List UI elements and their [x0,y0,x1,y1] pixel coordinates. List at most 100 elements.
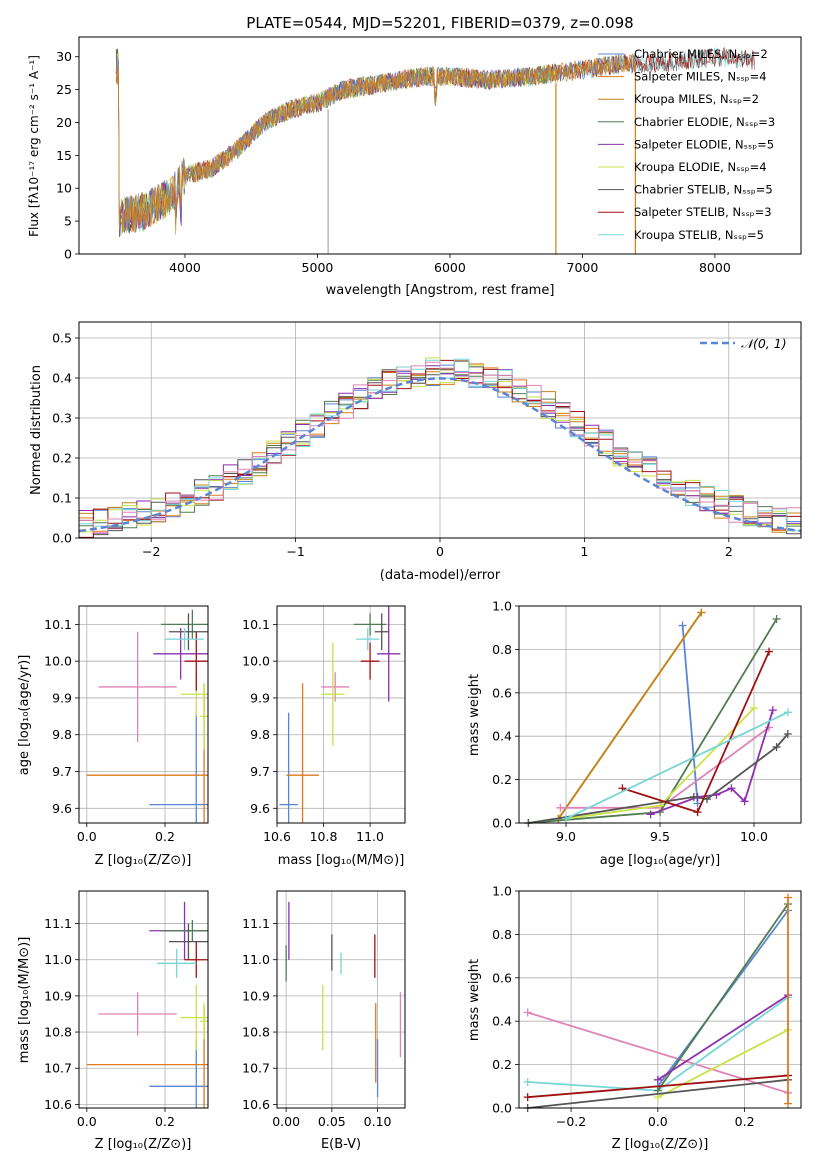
mw-age-ytick-label: 0.6 [492,685,512,700]
mass-ebv-ytick-label: 11.0 [242,952,270,967]
mw-age-line-chabrier-miles [681,625,699,804]
spectrum-xtick-label: 4000 [169,260,201,275]
residuals-xtick-label: 0 [436,544,444,559]
age-mass-axes: 10.6 10.8 11.0 9.6 9.7 9.8 9.9 10.0 10.1 [242,606,405,844]
age-z-xlabel: Z [log₁₀(Z/Z⊙)] [95,853,192,868]
mw-age-marker [750,703,758,712]
residuals-ytick-label: 0.1 [52,491,72,506]
spectrum-ytick-label: 5 [64,214,72,229]
age-z-errorbar-point [184,631,208,691]
mass-z-errorbar-point [161,919,208,942]
mass-z-frame [78,890,209,1109]
mass-ebv-xtick-label: 0.05 [318,1114,346,1129]
mass-ebv-xtick-label: 0.00 [272,1114,300,1129]
age-z-ytick-label: 10.0 [44,654,72,669]
mw-age-xlabel: age [log₁₀(age/yr)] [600,853,721,868]
spectrum-xtick-label: 8000 [699,260,731,275]
mw-age-line-chabrier-stelib [528,733,789,824]
age-z-errorbar-point [200,683,208,750]
age-z-xtick-label: 0.0 [77,829,97,844]
mw-age-xtick-label: 9.5 [650,829,670,844]
mw-age-marker [765,647,774,656]
mw-z-line-salpeter-elodie [657,994,789,1081]
age-mass-ytick-label: 9.7 [250,764,270,779]
mw-age-xtick-label: 9.0 [556,829,576,844]
age-mass-ytick-label: 9.6 [250,801,270,816]
age-z-ytick-label: 9.7 [52,764,72,779]
age-mass-errorbar-point [286,683,319,823]
mass-z-ytick-label: 10.6 [44,1097,72,1112]
mass-ebv-ytick-label: 10.7 [242,1061,270,1076]
mw-age-marker [562,814,570,823]
mw-z-axes: −0.2 0.0 0.2 0.0 0.2 0.4 0.6 0.8 1.0 [492,884,801,1129]
mass-z-ytick-label: 10.8 [44,1025,72,1040]
mw-age-ytick-label: 1.0 [492,599,512,614]
age-mass-xlabel: mass [log₁₀(M/M⊙)] [278,853,405,868]
residuals-ytick-label: 0.3 [52,411,72,426]
age-z-errorbar-point [165,628,205,651]
mw-z-ytick-label: 1.0 [492,884,512,899]
spectrum-ylabel: Flux [fλ10⁻¹⁷ erg cm⁻² s⁻¹ A⁻¹] [27,55,41,237]
mw-z-xtick-label: 0.2 [735,1114,755,1129]
mw-age-frame [518,605,802,824]
mw-age-marker [678,621,687,630]
age-z-ytick-label: 10.1 [44,617,72,632]
spectrum-legend-label: Chabrier STELIB, Nₛₛₚ=5 [634,183,773,197]
mw-z-xtick-label: 0.0 [648,1114,668,1129]
mw-z-xlabel: Z [log₁₀(Z/Z⊙)] [612,1137,709,1152]
mw-z-ytick-label: 0.6 [492,970,512,985]
spectrum-legend-label: Salpeter MILES, Nₛₛₚ=4 [634,70,767,84]
residuals-normal-curve [78,377,802,533]
residuals-xtick-label: 2 [725,544,733,559]
mw-z-line-chabrier-elodie [657,903,789,1092]
mw-z-ytick-label: 0.2 [492,1057,512,1072]
mass-z-axes: 0.0 0.2 10.6 10.7 10.8 10.9 11.0 11.1 [44,891,208,1129]
spectrum-ytick-label: 15 [56,148,72,163]
mw-z-marker [523,1008,532,1017]
spectrum-legend-label: Chabrier MILES, Nₛₛₚ=2 [634,47,768,61]
mw-z-marker [783,1099,792,1108]
residuals-histogram-pink [79,361,801,534]
age-z-ylabel: age [log₁₀(age/yr)] [17,655,32,776]
mw-age-xtick-label: 10.0 [740,829,768,844]
spectrum-xtick-label: 5000 [302,260,334,275]
spectrum-ytick-label: 30 [56,49,72,64]
spectrum-legend-label: Salpeter STELIB, Nₛₛₚ=3 [634,205,772,219]
residuals-xtick-label: −1 [286,544,304,559]
mw-age-line-kroupa-stelib [565,711,789,820]
age-z-ytick-label: 9.8 [52,727,72,742]
mw-z-ytick-label: 0.8 [492,927,512,942]
spectrum-ytick-label: 25 [56,82,72,97]
age-z-ytick-label: 9.9 [52,690,72,705]
age-z-errorbar-point [98,631,177,743]
mw-age-ytick-label: 0.2 [492,772,512,787]
age-mass-errorbar-point [353,613,387,636]
mass-z-ylabel: mass [log₁₀(M/M⊙)] [17,937,32,1064]
age-mass-errorbar-point [321,642,345,746]
age-mass-ytick-label: 10.1 [242,617,270,632]
mw-z-xtick-label: −0.2 [556,1114,586,1129]
mw-z-frame [518,890,802,1109]
mw-z-line-kroupa-elodie [657,1029,789,1098]
mass-z-errorbar-point [180,985,208,1051]
mw-age-line-salpeter-elodie [650,709,774,816]
mass-z-xlabel: Z [log₁₀(Z/Z⊙)] [95,1137,192,1152]
age-mass-ytick-label: 9.9 [250,690,270,705]
age-z-errorbar-point [161,609,208,640]
mass-z-ytick-label: 11.0 [44,952,72,967]
residuals-xtick-label: 1 [580,544,588,559]
age-mass-errorbar-point [374,613,389,651]
mass-z-ytick-label: 10.7 [44,1061,72,1076]
mass-z-xtick-label: 0.0 [77,1114,97,1129]
residuals-ytick-label: 0.0 [52,531,72,546]
mw-age-marker [727,784,736,793]
spectrum-ytick-label: 10 [56,181,72,196]
spectrum-legend-label: Chabrier ELODIE, Nₛₛₚ=3 [634,115,775,129]
mw-z-ylabel: mass weight [467,959,482,1041]
mass-z-errorbar-point [200,1003,208,1040]
mw-age-marker [783,730,792,739]
mass-ebv-frame [276,890,406,1109]
mw-age-marker [772,743,781,752]
mass-ebv-ytick-label: 10.8 [242,1025,270,1040]
